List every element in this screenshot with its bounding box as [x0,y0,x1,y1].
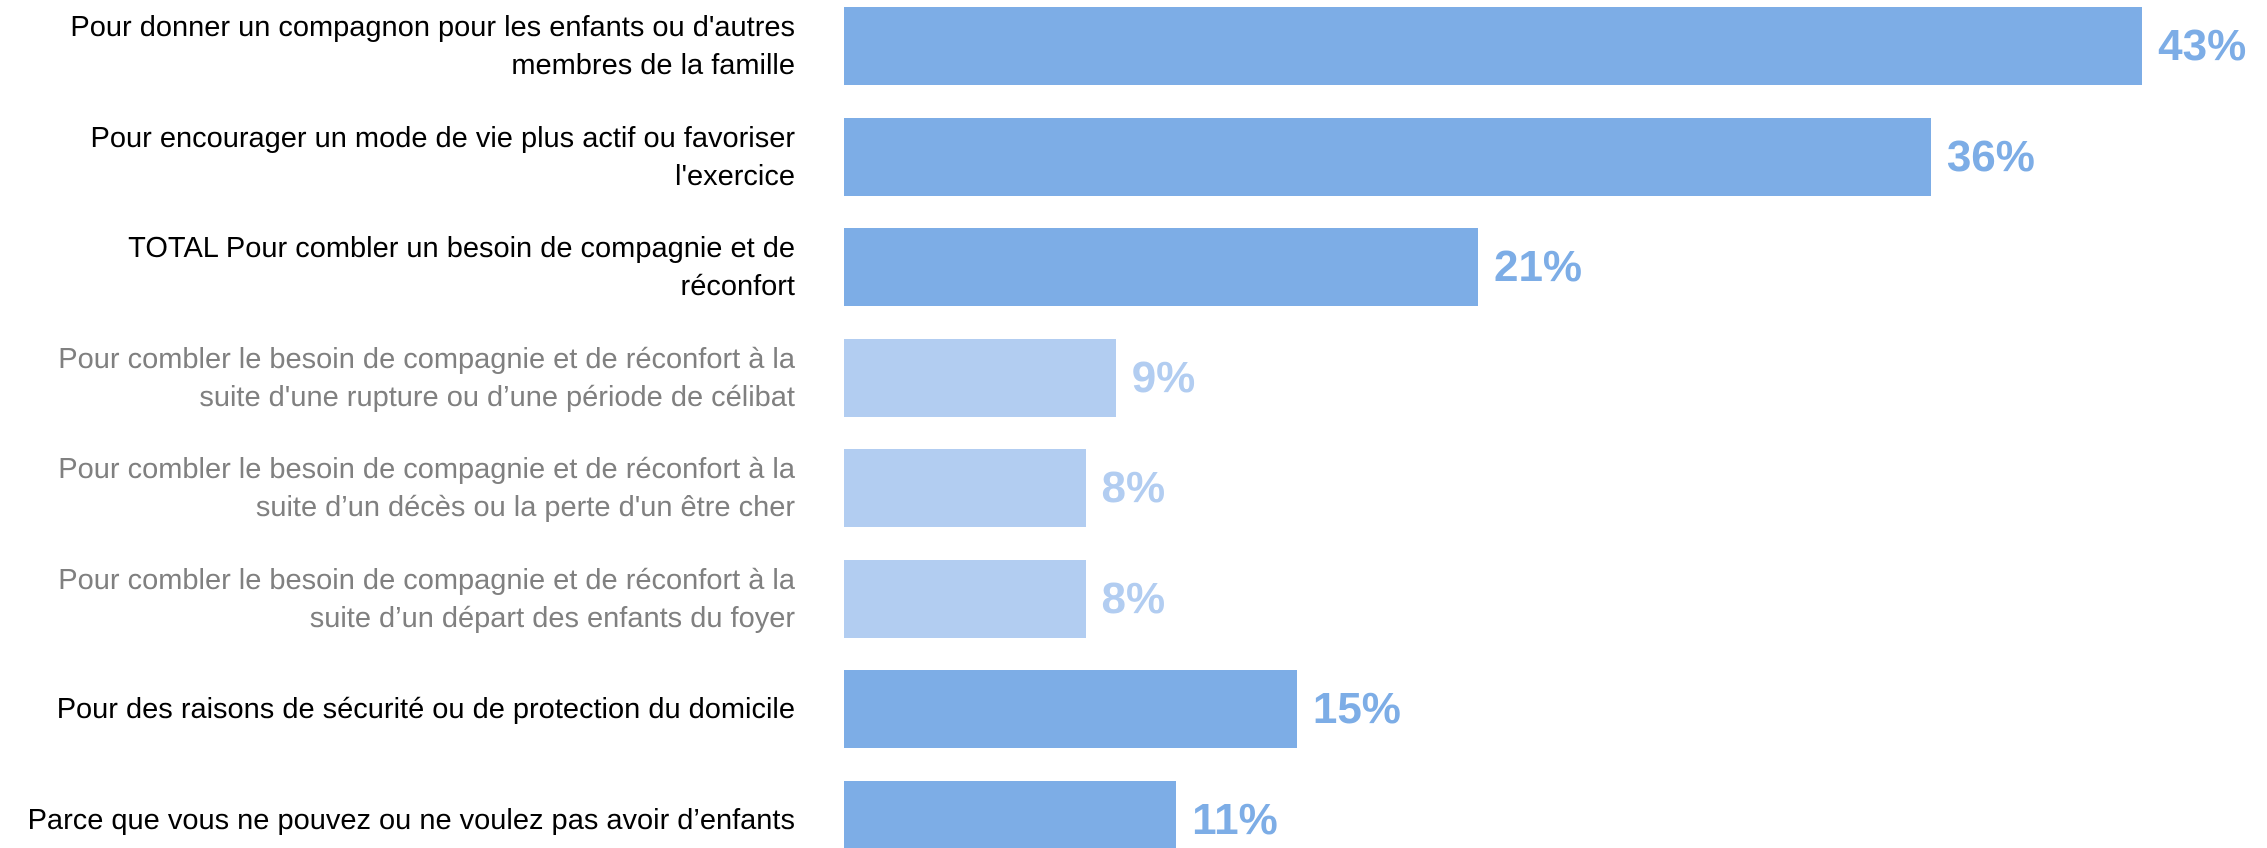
category-label: Parce que vous ne pouvez ou ne voulez pa… [27,803,795,836]
value-label: 8% [1101,463,1166,512]
category-label: Pour combler le besoin de compagnie et d… [58,342,795,413]
category-label: TOTAL Pour combler un besoin de compagni… [128,232,795,302]
value-label: 11% [1192,794,1278,844]
category-label: Pour des raisons de sécurité ou de prote… [56,693,795,725]
bar [844,449,1086,527]
bar [844,228,1478,306]
category-label: Pour donner un compagnon pour les enfant… [70,11,795,81]
bar [844,780,1177,848]
bar [844,559,1086,638]
value-label: 9% [1131,352,1196,402]
bar [844,7,2143,85]
value-label: 15% [1312,684,1401,733]
value-label: 21% [1493,242,1583,291]
category-label: Pour combler le besoin de compagnie et d… [58,453,795,523]
value-label: 36% [1946,131,2035,181]
value-label: 43% [2158,21,2247,70]
bar [844,117,1931,196]
bar [844,338,1116,417]
bar [844,670,1297,748]
value-label: 8% [1101,573,1166,623]
category-label: Pour encourager un mode de vie plus acti… [90,121,795,192]
category-label: Pour combler le besoin de compagnie et d… [58,563,795,634]
